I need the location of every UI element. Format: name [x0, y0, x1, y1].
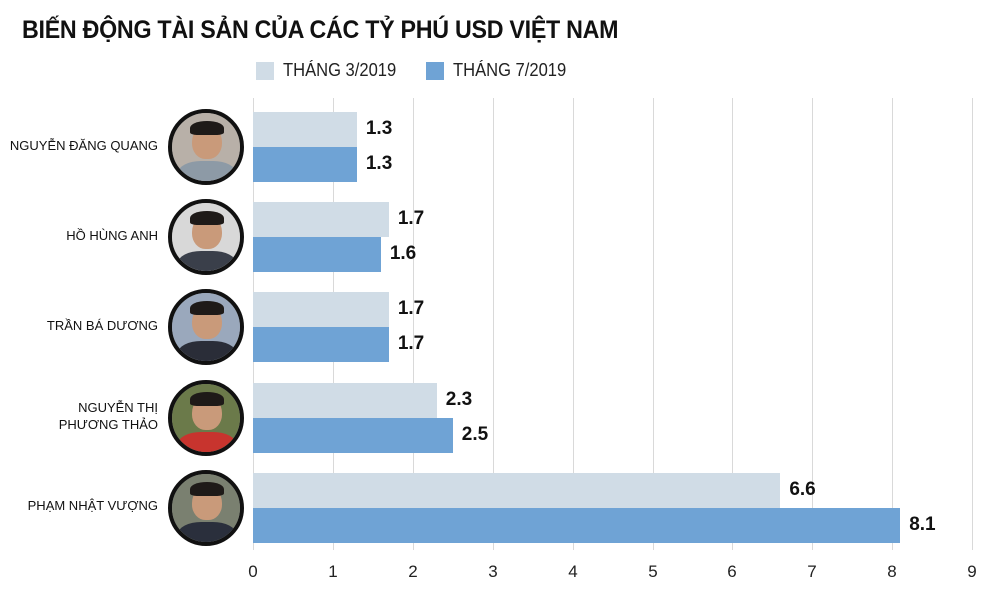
legend-swatch-july [426, 61, 445, 80]
person-avatar [168, 289, 244, 366]
legend-label-march: THÁNG 3/2019 [283, 60, 397, 80]
x-tick-label: 5 [648, 562, 658, 581]
x-tick-label: 7 [807, 562, 817, 581]
gridline [413, 98, 414, 550]
legend-item-march: THÁNG 3/2019 [256, 60, 406, 81]
chart-title: BIẾN ĐỘNG TÀI SẢN CỦA CÁC TỶ PHÚ USD VIỆ… [22, 16, 619, 44]
x-tick-label: 4 [568, 562, 578, 581]
person-name: NGUYỄN ĐĂNG QUANG [9, 137, 158, 153]
bar-march [253, 382, 437, 418]
x-tick-label: 2 [408, 562, 418, 581]
bar-july [253, 147, 357, 182]
bar-march [253, 472, 781, 508]
x-tick-label: 0 [248, 562, 258, 581]
x-tick-label: 9 [967, 562, 977, 581]
x-tick-label: 6 [727, 562, 737, 581]
gridline [573, 98, 574, 550]
value-label: 2.3 [445, 388, 473, 410]
person-avatar [168, 109, 244, 185]
person-avatar [168, 469, 244, 546]
bar-july [253, 417, 453, 453]
bar-july [253, 507, 901, 543]
bar-march [253, 292, 389, 328]
value-label: 2.5 [461, 423, 489, 445]
bar-july [253, 237, 381, 273]
gridline [972, 98, 973, 550]
person-avatar [168, 379, 244, 456]
value-label: 1.6 [389, 243, 417, 265]
value-label: 1.7 [397, 208, 425, 230]
x-tick-label: 3 [488, 562, 498, 581]
bar-march [253, 202, 389, 238]
person-name: HỒ HÙNG ANH [66, 227, 158, 243]
x-tick-label: 1 [328, 562, 338, 581]
legend-swatch-march [256, 61, 274, 80]
value-label: 1.7 [397, 333, 425, 355]
value-label: 1.3 [365, 153, 393, 174]
value-label: 1.7 [397, 298, 425, 320]
value-label: 1.3 [365, 118, 393, 139]
legend: THÁNG 3/2019 THÁNG 7/2019 [256, 60, 596, 81]
bar-march [253, 112, 357, 147]
person-avatar [168, 199, 244, 276]
person-name: NGUYỄN THỊ PHƯƠNG THẢO [58, 399, 158, 432]
gridline [892, 98, 893, 550]
legend-label-july: THÁNG 7/2019 [453, 60, 567, 80]
value-label: 6.6 [789, 478, 816, 500]
gridline [732, 98, 733, 550]
gridline [812, 98, 813, 550]
person-name: PHẠM NHẬT VƯỢNG [27, 498, 158, 514]
bar-july [253, 327, 389, 363]
legend-item-july: THÁNG 7/2019 [426, 60, 576, 81]
person-name: TRẦN BÁ DƯƠNG [46, 317, 158, 333]
value-label: 8.1 [909, 513, 936, 535]
gridline [493, 98, 494, 550]
gridline [653, 98, 654, 550]
x-tick-label: 8 [887, 562, 897, 581]
